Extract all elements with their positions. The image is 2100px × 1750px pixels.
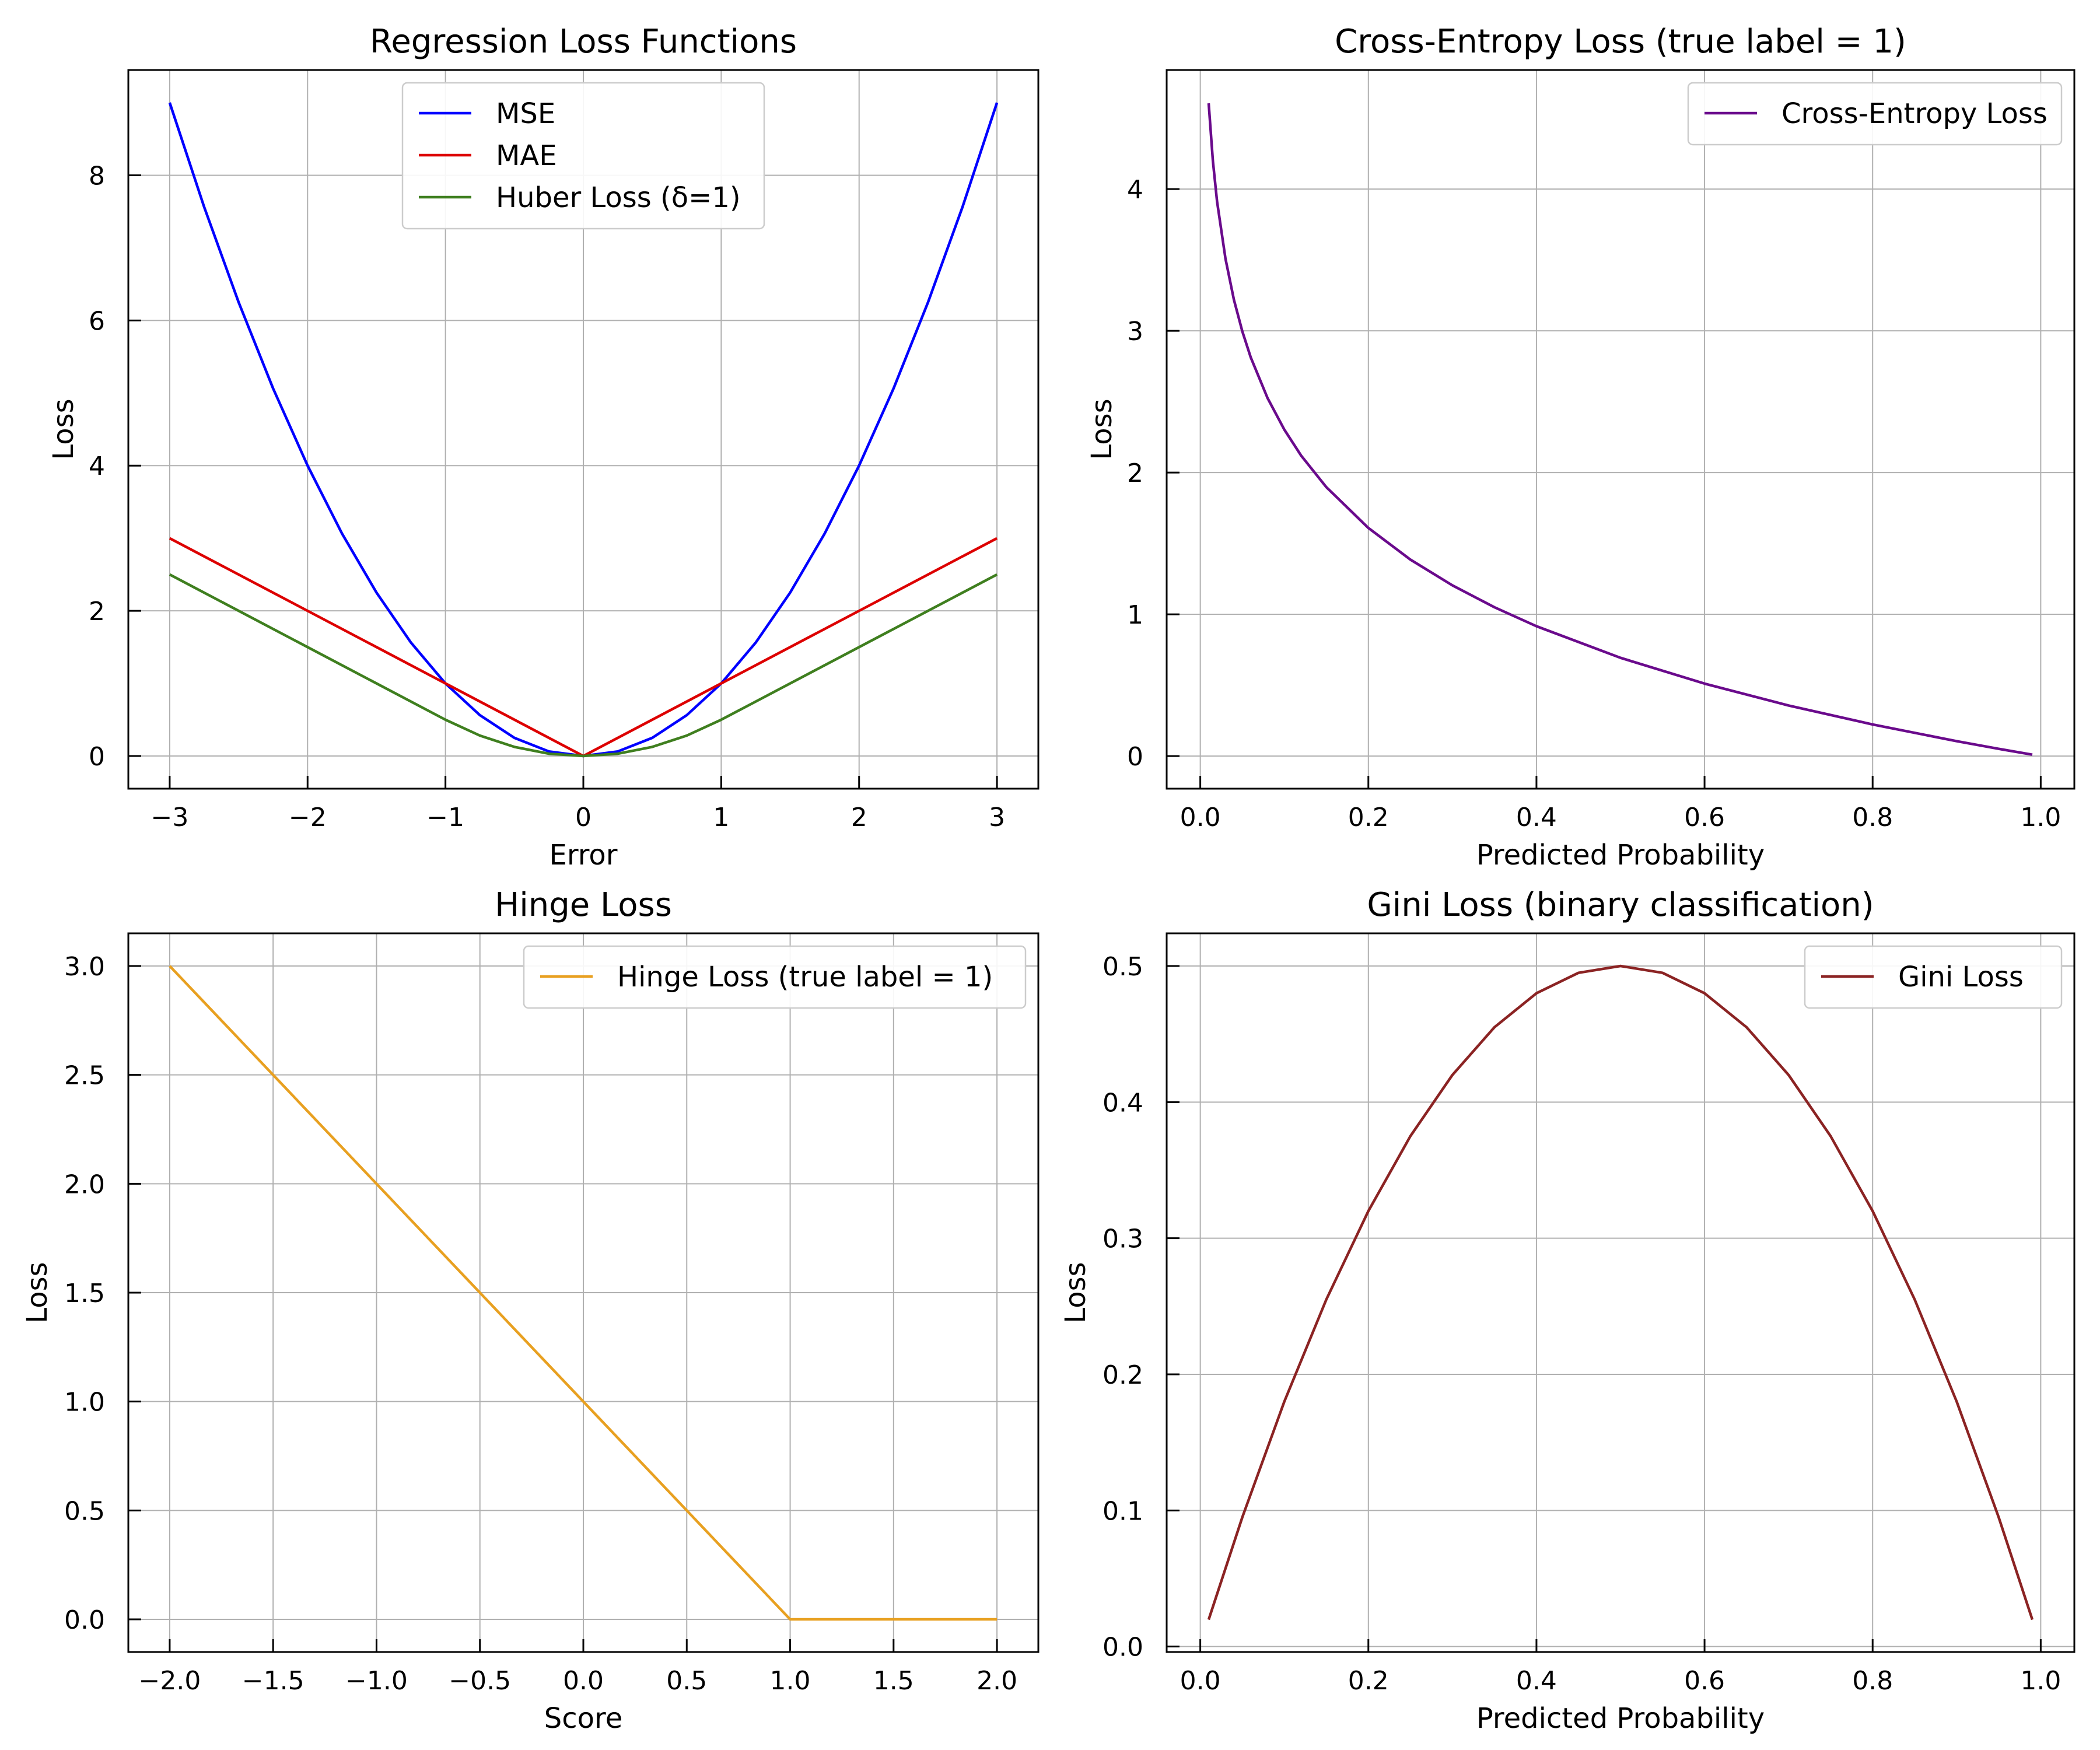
x-tick-label: 0.6 [1684, 803, 1725, 832]
y-tick-label: 0.5 [64, 1496, 105, 1526]
x-tick-label: 1.0 [2020, 1666, 2061, 1696]
x-tick-label: −2 [289, 803, 327, 832]
x-axis-label: Score [544, 1702, 622, 1735]
x-tick-label: 0 [575, 803, 592, 832]
y-tick-label: 8 [89, 161, 105, 191]
x-tick-label: 0.2 [1348, 1666, 1389, 1696]
x-tick-label: 1.5 [873, 1666, 914, 1696]
x-tick-label: 1 [713, 803, 729, 832]
legend-label-0: Gini Loss [1898, 961, 2024, 993]
x-tick-label: 0.0 [1180, 1666, 1221, 1696]
regression-loss-panel: −3 −2 −1 0 1 2 3 0 2 4 6 8 Regression Loss Functions… [47, 23, 1040, 872]
x-tick-label: −1.5 [242, 1666, 304, 1696]
y-axis-label: Loss [1086, 398, 1118, 460]
legend: Gini Loss [1804, 945, 2063, 1009]
y-tick-label: 2.5 [64, 1061, 105, 1091]
y-tick-label: 0.4 [1102, 1088, 1143, 1118]
legend-label-0: MSE [496, 97, 555, 130]
y-tick-label: 4 [1127, 175, 1143, 205]
x-tick-label: 3 [989, 803, 1005, 832]
legend-label-0: Hinge Loss (true label = 1) [617, 961, 993, 993]
x-axis-label: Predicted Probability [1476, 1702, 1765, 1735]
y-tick-label: 0.0 [64, 1605, 105, 1635]
x-tick-label: 1.0 [770, 1666, 811, 1696]
y-tick-label: 2 [89, 597, 105, 626]
x-tick-label: 0.8 [1852, 1666, 1893, 1696]
x-tick-label: 0.8 [1852, 803, 1893, 832]
x-tick-label: 0.6 [1684, 1666, 1725, 1696]
x-tick-label: 0.0 [1180, 803, 1221, 832]
series-line-2 [169, 573, 998, 758]
legend-box [523, 945, 1027, 1009]
legend: Hinge Loss (true label = 1) [523, 945, 1027, 1009]
legend-box [1687, 82, 2063, 146]
x-tick-label: 2 [851, 803, 867, 832]
x-tick-label: −2.0 [138, 1666, 201, 1696]
legend-box [1804, 945, 2063, 1009]
x-tick-label: 0.5 [666, 1666, 707, 1696]
x-tick-label: 2.0 [977, 1666, 1017, 1696]
chart-title: Cross-Entropy Loss (true label = 1) [1335, 23, 1906, 61]
x-axis-label: Predicted Probability [1476, 839, 1765, 872]
y-tick-label: 0.3 [1102, 1224, 1143, 1254]
legend: MSE MAE Huber Loss (δ=1) [401, 82, 765, 230]
y-tick-label: 2 [1127, 459, 1143, 488]
y-tick-label: 0.0 [1102, 1633, 1143, 1662]
x-tick-label: 1.0 [2020, 803, 2061, 832]
x-tick-label: −0.5 [449, 1666, 511, 1696]
y-tick-label: 3 [1127, 317, 1143, 346]
y-tick-label: 3.0 [64, 952, 105, 982]
chart-title: Regression Loss Functions [370, 23, 797, 61]
legend-label-1: MAE [496, 139, 557, 172]
axes-frame [1166, 932, 2076, 1653]
x-tick-label: 0.2 [1348, 803, 1389, 832]
y-tick-label: 6 [89, 306, 105, 336]
x-tick-label: −1.0 [345, 1666, 408, 1696]
y-tick-label: 4 [89, 452, 105, 481]
y-tick-label: 0 [1127, 742, 1143, 772]
y-tick-label: 0.1 [1102, 1496, 1143, 1526]
y-axis-label: Loss [47, 398, 80, 460]
gini-loss-panel: 0.0 0.2 0.4 0.6 0.8 1.0 0.0 0.1 0.2 0.3 0.4 0.5 Gini… [1059, 886, 2076, 1735]
x-tick-label: −3 [150, 803, 188, 832]
y-axis-label: Loss [21, 1262, 54, 1323]
x-tick-label: 0.4 [1516, 1666, 1557, 1696]
y-tick-label: 0.2 [1102, 1360, 1143, 1390]
chart-title: Hinge Loss [495, 886, 672, 924]
x-tick-label: 0.0 [563, 1666, 604, 1696]
cross-entropy-panel: 0.0 0.2 0.4 0.6 0.8 1.0 0 1 2 3 4 Cross-Entropy Los… [1086, 23, 2076, 872]
x-axis-label: Error [550, 839, 618, 872]
y-tick-label: 0 [89, 742, 105, 772]
axes-frame [1166, 69, 2076, 790]
hinge-loss-panel: −2.0 −1.5 −1.0 −0.5 0.0 0.5 1.0 1.5 2.0 0.0 0.5 1.0… [21, 886, 1040, 1735]
x-tick-label: −1 [426, 803, 464, 832]
legend-label-2: Huber Loss (δ=1) [496, 181, 741, 214]
legend: Cross-Entropy Loss [1687, 82, 2063, 146]
y-tick-label: 1.5 [64, 1279, 105, 1308]
chart-title: Gini Loss (binary classification) [1367, 886, 1874, 924]
y-tick-label: 2.0 [64, 1170, 105, 1199]
series-line-0 [169, 965, 998, 1621]
x-tick-label: 0.4 [1516, 803, 1557, 832]
y-tick-label: 1.0 [64, 1388, 105, 1418]
y-tick-label: 1 [1127, 600, 1143, 630]
legend-label-0: Cross-Entropy Loss [1782, 97, 2048, 130]
y-axis-label: Loss [1059, 1262, 1092, 1323]
y-tick-label: 0.5 [1102, 952, 1143, 982]
series-line-0 [1207, 964, 2034, 1620]
legend-box [401, 82, 765, 230]
series-line-0 [1207, 103, 2033, 756]
